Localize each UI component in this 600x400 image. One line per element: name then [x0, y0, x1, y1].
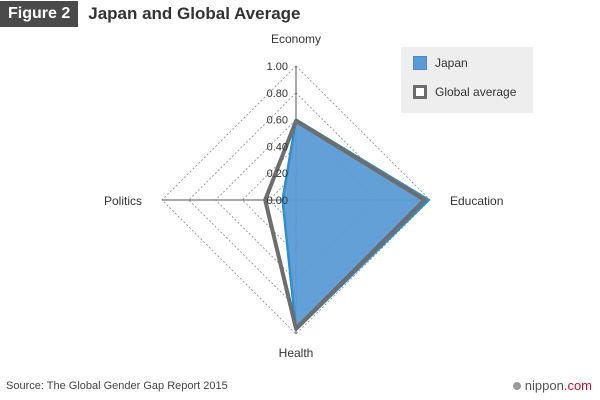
- tick-label-0.00: 0.00: [267, 195, 288, 207]
- brand-logo: nippon .com: [512, 378, 592, 393]
- tick-label-1.00: 1.00: [267, 61, 288, 73]
- brand-suffix: .com: [563, 378, 592, 393]
- tick-label-0.60: 0.60: [267, 115, 288, 127]
- radar-series: [263, 118, 430, 332]
- tick-label-0.40: 0.40: [267, 141, 288, 153]
- figure-label: Figure 2: [0, 1, 79, 27]
- figure-header: Figure 2 Japan and Global Average: [0, 0, 301, 28]
- legend-label-japan: Japan: [435, 56, 468, 70]
- series-line-global-average: [263, 118, 427, 331]
- legend-swatch-global-average: [413, 85, 427, 99]
- tick-label-0.20: 0.20: [267, 168, 288, 180]
- chart-title: Japan and Global Average: [88, 4, 301, 23]
- radar-tick-labels: 1.00 0.80 0.60 0.40 0.20 0.00: [267, 61, 288, 207]
- series-area-japan: [281, 118, 430, 332]
- axis-label-health: Health: [279, 346, 314, 360]
- axis-label-politics: Politics: [104, 194, 142, 208]
- legend-label-global-average: Global average: [435, 85, 517, 99]
- axis-label-education: Education: [450, 194, 503, 208]
- legend-swatch-japan: [413, 56, 427, 70]
- tick-label-0.80: 0.80: [267, 88, 288, 100]
- source-note: Source: The Global Gender Gap Report 201…: [6, 380, 228, 392]
- nippon-logo-dot-icon: [512, 381, 521, 390]
- legend: Japan Global average: [401, 47, 533, 113]
- brand-name: nippon: [524, 378, 564, 393]
- axis-label-economy: Economy: [271, 32, 321, 46]
- legend-item-global-average: Global average: [413, 85, 516, 99]
- radar-axis-labels: Economy Education Health Politics: [104, 32, 503, 360]
- grid-ring-0.40: [241, 145, 351, 255]
- legend-item-japan: Japan: [413, 56, 468, 70]
